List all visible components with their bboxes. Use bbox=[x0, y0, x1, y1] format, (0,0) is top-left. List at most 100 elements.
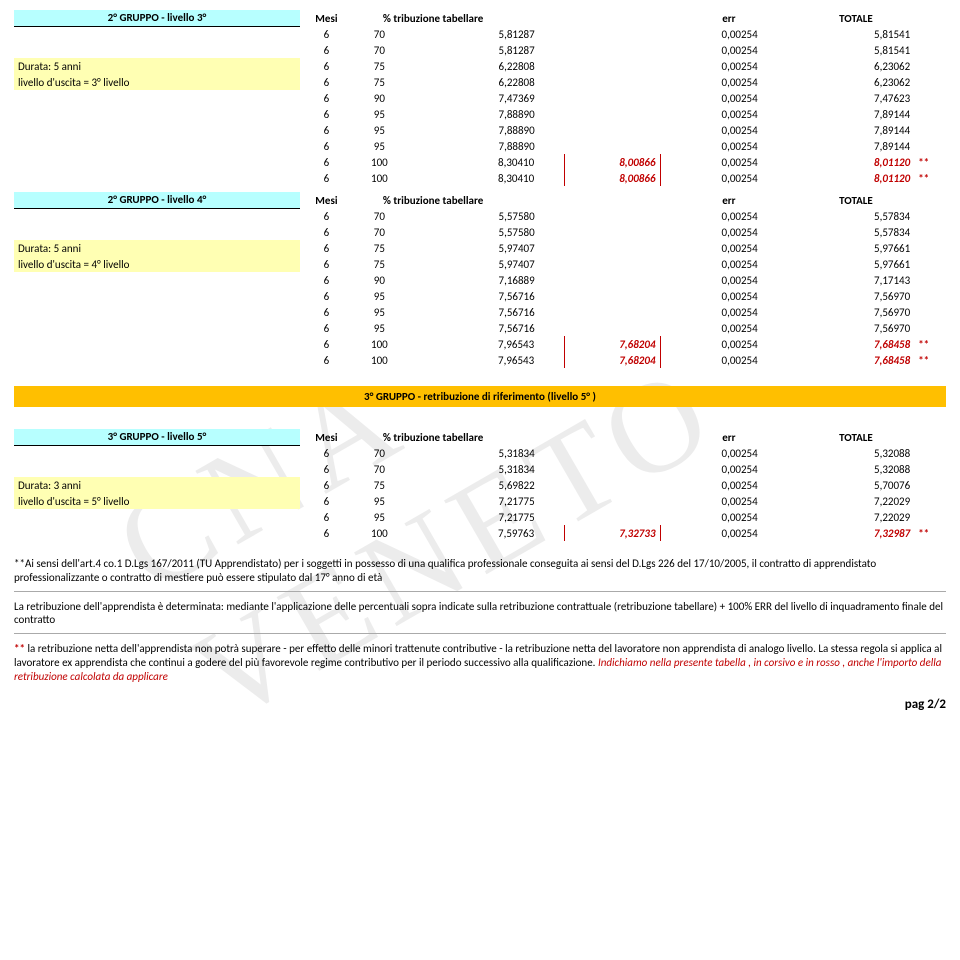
cell-err: 0,00254 bbox=[660, 493, 798, 509]
cell-pct: 70 bbox=[353, 445, 406, 461]
row-label: Durata: 5 anni bbox=[14, 58, 300, 74]
cell-pct: 95 bbox=[353, 320, 406, 336]
cell-mesi: 6 bbox=[300, 493, 353, 509]
cell-star bbox=[914, 90, 946, 106]
cell-err: 0,00254 bbox=[660, 477, 798, 493]
table-title: 3° GRUPPO - livello 5° bbox=[14, 429, 300, 445]
cell-star bbox=[914, 477, 946, 493]
row-label: Durata: 5 anni bbox=[14, 240, 300, 256]
col-mesi: Mesi bbox=[300, 429, 353, 445]
table-row: 61007,965437,682040,002547,68458** bbox=[14, 336, 946, 352]
cell-tot: 7,17143 bbox=[798, 272, 915, 288]
cell-val: 5,81287 bbox=[406, 26, 565, 42]
cell-star: ** bbox=[914, 170, 946, 186]
col-err: err bbox=[660, 10, 798, 26]
cell-tot: 5,57834 bbox=[798, 208, 915, 224]
cell-pct: 100 bbox=[353, 525, 406, 541]
cell-pct: 100 bbox=[353, 352, 406, 368]
col-trib: % tribuzione tabellare bbox=[353, 10, 565, 26]
row-label: livello d'uscita = 4° livello bbox=[14, 256, 300, 272]
cell-star bbox=[914, 493, 946, 509]
table-row: 6705,318340,002545,32088 bbox=[14, 445, 946, 461]
cell-pct: 70 bbox=[353, 208, 406, 224]
cell-pct: 70 bbox=[353, 224, 406, 240]
cell-pct: 90 bbox=[353, 272, 406, 288]
cell-err: 0,00254 bbox=[660, 445, 798, 461]
cell-mesi: 6 bbox=[300, 74, 353, 90]
cell-val: 5,31834 bbox=[406, 461, 565, 477]
cell-mesi: 6 bbox=[300, 90, 353, 106]
cell-err: 0,00254 bbox=[660, 525, 798, 541]
cell-mesi: 6 bbox=[300, 352, 353, 368]
cell-red bbox=[565, 90, 660, 106]
cell-tot: 5,70076 bbox=[798, 477, 915, 493]
cell-val: 7,47369 bbox=[406, 90, 565, 106]
row-label: livello d'uscita = 5° livello bbox=[14, 493, 300, 509]
cell-star bbox=[914, 304, 946, 320]
cell-red bbox=[565, 493, 660, 509]
col-mesi: Mesi bbox=[300, 10, 353, 26]
cell-tot: 5,97661 bbox=[798, 256, 915, 272]
table-row: 6705,812870,002545,81541 bbox=[14, 26, 946, 42]
cell-val: 7,59763 bbox=[406, 525, 565, 541]
cell-star bbox=[914, 461, 946, 477]
cell-star bbox=[914, 240, 946, 256]
cell-star bbox=[914, 208, 946, 224]
cell-star bbox=[914, 58, 946, 74]
cell-mesi: 6 bbox=[300, 304, 353, 320]
cell-pct: 75 bbox=[353, 58, 406, 74]
cell-tot: 5,81541 bbox=[798, 42, 915, 58]
cell-mesi: 6 bbox=[300, 525, 353, 541]
row-label bbox=[14, 224, 300, 240]
cell-val: 5,69822 bbox=[406, 477, 565, 493]
row-label: Durata: 3 anni bbox=[14, 477, 300, 493]
note-2: La retribuzione dell'apprendista è deter… bbox=[14, 600, 946, 635]
cell-err: 0,00254 bbox=[660, 256, 798, 272]
cell-red bbox=[565, 445, 660, 461]
cell-val: 7,21775 bbox=[406, 493, 565, 509]
cell-star bbox=[914, 74, 946, 90]
cell-star bbox=[914, 224, 946, 240]
cell-val: 7,56716 bbox=[406, 304, 565, 320]
data-table: 2° GRUPPO - livello 4°Mesi% tribuzione t… bbox=[14, 192, 946, 368]
table-row: 61008,304108,008660,002548,01120** bbox=[14, 170, 946, 186]
row-label bbox=[14, 122, 300, 138]
cell-tot: 7,56970 bbox=[798, 304, 915, 320]
cell-pct: 75 bbox=[353, 477, 406, 493]
table-row: 6705,812870,002545,81541 bbox=[14, 42, 946, 58]
cell-red bbox=[565, 42, 660, 58]
row-label bbox=[14, 154, 300, 170]
cell-red: 8,00866 bbox=[565, 170, 660, 186]
cell-red: 7,68204 bbox=[565, 352, 660, 368]
footnotes: **Ai sensi dell'art.4 co.1 D.Lgs 167/201… bbox=[14, 557, 946, 689]
cell-star bbox=[914, 288, 946, 304]
cell-star: ** bbox=[914, 336, 946, 352]
group-band: 3° GRUPPO - retribuzione di riferimento … bbox=[14, 386, 946, 407]
cell-tot: 7,68458 bbox=[798, 352, 915, 368]
cell-pct: 95 bbox=[353, 138, 406, 154]
table-row: 61008,304108,008660,002548,01120** bbox=[14, 154, 946, 170]
cell-tot: 7,89144 bbox=[798, 122, 915, 138]
cell-mesi: 6 bbox=[300, 154, 353, 170]
cell-pct: 90 bbox=[353, 90, 406, 106]
cell-tot: 5,32088 bbox=[798, 445, 915, 461]
cell-err: 0,00254 bbox=[660, 154, 798, 170]
cell-red bbox=[565, 477, 660, 493]
cell-star bbox=[914, 320, 946, 336]
cell-star bbox=[914, 138, 946, 154]
col-err: err bbox=[660, 192, 798, 208]
col-trib: % tribuzione tabellare bbox=[353, 429, 565, 445]
cell-tot: 7,56970 bbox=[798, 288, 915, 304]
row-label bbox=[14, 26, 300, 42]
cell-val: 7,56716 bbox=[406, 320, 565, 336]
cell-tot: 7,47623 bbox=[798, 90, 915, 106]
table-row: Durata: 5 anni6755,974070,002545,97661 bbox=[14, 240, 946, 256]
cell-mesi: 6 bbox=[300, 240, 353, 256]
cell-mesi: 6 bbox=[300, 477, 353, 493]
cell-tot: 6,23062 bbox=[798, 74, 915, 90]
cell-tot: 6,23062 bbox=[798, 58, 915, 74]
table-row: 61007,597637,327330,002547,32987** bbox=[14, 525, 946, 541]
table-row: 6705,575800,002545,57834 bbox=[14, 208, 946, 224]
cell-tot: 5,57834 bbox=[798, 224, 915, 240]
col-totale: TOTALE bbox=[798, 10, 915, 26]
